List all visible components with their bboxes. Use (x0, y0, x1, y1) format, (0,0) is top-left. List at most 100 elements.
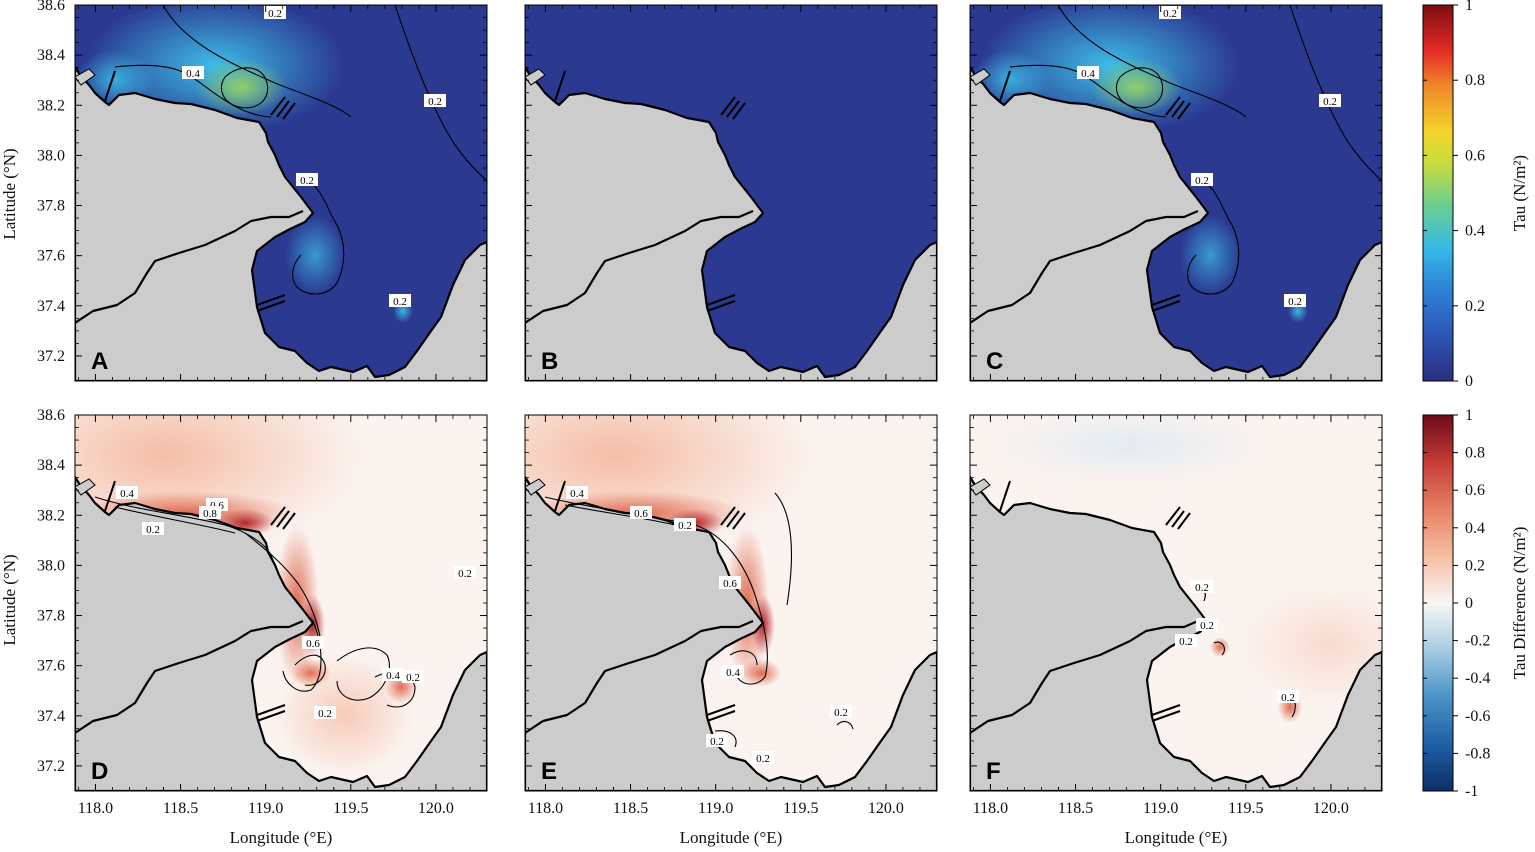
svg-text:0.4: 0.4 (1081, 68, 1095, 80)
x-tick-label: 120.0 (1313, 800, 1349, 817)
contour-label: 0.4 (566, 486, 588, 500)
y-tick-label: 38.0 (37, 557, 65, 574)
y-tick-label: 38.2 (37, 507, 65, 524)
contour-line (162, 5, 352, 118)
jetty-line (1151, 294, 1181, 306)
svg-text:0.2: 0.2 (1195, 582, 1209, 594)
contour-label: 0.2 (264, 6, 286, 20)
map-panel-a: 0.2 0.4 0.2 0.2 0.2 37.2 37.4 37.6 37.8 38.0 38.2 3… (37, 0, 488, 382)
northwest-land-block (525, 68, 546, 86)
contour-line (94, 496, 322, 692)
land-mask (525, 477, 937, 791)
map-panel-e: 0.4 0.6 0.2 0.6 0.4 0.2 0.2 0.2 118.0 118.5 119.0 1… (524, 414, 938, 817)
x-tick-label: 118.0 (528, 800, 563, 817)
contour-label: 0.6 (719, 576, 741, 590)
jetty-line (270, 96, 286, 116)
contour-line (1116, 67, 1164, 109)
contour-line (292, 179, 345, 295)
contour-label: 0.2 (1284, 294, 1306, 308)
northwest-land-block (970, 68, 991, 86)
land-mask (970, 67, 1382, 381)
svg-text:0.6: 0.6 (634, 508, 648, 520)
contour-label: 0.2 (1191, 580, 1213, 594)
contour-line (729, 650, 758, 666)
y-axis-label-top: Latitude (°N) (0, 148, 19, 239)
contour-label: 0.4 (382, 668, 404, 682)
svg-text:0.2: 0.2 (710, 736, 724, 748)
land-mask (525, 67, 937, 381)
bay-stress-zone (1180, 215, 1240, 295)
colorbar-tick-label: 0.6 (1465, 147, 1485, 164)
contour-line (1187, 179, 1240, 295)
contour-line (1213, 641, 1225, 656)
colorbar-tick-label: 0 (1465, 595, 1473, 612)
svg-text:0.2: 0.2 (834, 707, 848, 719)
contour-line (1057, 5, 1247, 118)
northwest-land-block (525, 478, 546, 496)
contour-label: 0.2 (454, 566, 476, 580)
jetty-line (726, 100, 740, 118)
negative-diff-zone (990, 415, 1270, 485)
contour-label: 0.2 (1159, 6, 1181, 20)
svg-text:0.2: 0.2 (1281, 692, 1295, 704)
x-tick-label: 119.0 (698, 800, 733, 817)
contour-label: 0.2 (402, 670, 424, 684)
jetty-line (554, 480, 566, 512)
peak-stress-zone (1090, 59, 1182, 115)
svg-text:0.2: 0.2 (268, 8, 282, 20)
jetty-line (706, 704, 736, 716)
contour-label: 0.6 (302, 636, 324, 650)
colorbar-tick-label: 1 (1465, 407, 1473, 424)
sea-field (525, 5, 937, 377)
northwest-land-block (970, 478, 991, 496)
contour-label: 0.8 (199, 506, 221, 520)
contour-line (294, 654, 326, 686)
jetty-line (104, 70, 116, 102)
jetty-line (1151, 704, 1181, 716)
contour-line (836, 720, 854, 730)
contour-label: 0.2 (142, 522, 164, 536)
panel-letter: A (91, 348, 108, 375)
contour-line (221, 67, 269, 109)
x-axis-label-b: Longitude (°E) (680, 828, 783, 847)
jetty-line (282, 102, 296, 120)
svg-text:0.6: 0.6 (723, 578, 737, 590)
svg-text:0.2: 0.2 (1200, 620, 1214, 632)
colorbar-tick-label: 0.4 (1465, 223, 1485, 240)
colorbar-fill (1422, 414, 1454, 792)
coastline (75, 475, 487, 791)
contour-line (244, 532, 322, 642)
x-tick-label: 119.5 (1228, 800, 1263, 817)
y-tick-label: 37.4 (37, 298, 65, 315)
map-panel-c: 0.2 0.4 0.2 0.2 0.2 C (969, 4, 1383, 382)
river-line (75, 619, 304, 734)
jetty-line (1165, 96, 1181, 116)
positive-diff-east (1240, 585, 1382, 705)
river-line (525, 209, 754, 324)
jetty-line (1151, 710, 1181, 722)
land-mask (75, 67, 487, 381)
northwest-land-block (75, 68, 96, 86)
map-panel-b: B (524, 4, 938, 382)
svg-text:0.2: 0.2 (756, 753, 770, 765)
y-tick-label: 38.4 (37, 47, 65, 64)
jetty-line (256, 300, 286, 312)
panel-letter: E (541, 758, 557, 785)
contour-label: 0.2 (424, 94, 446, 108)
x-tick-label: 120.0 (418, 800, 454, 817)
jetty-line (104, 480, 116, 512)
x-axis-label-c: Longitude (°E) (1125, 828, 1228, 847)
jetty-line (256, 294, 286, 306)
x-tick-label: 118.5 (613, 800, 648, 817)
jetty-line (256, 710, 286, 722)
svg-text:0.2: 0.2 (318, 708, 332, 720)
coastline (525, 65, 937, 381)
y-tick-label: 37.8 (37, 608, 65, 625)
contour-label: 0.2 (706, 734, 728, 748)
x-tick-label: 119.0 (248, 800, 283, 817)
contour-label: 0.2 (1191, 173, 1213, 187)
colorbar-tick-label: -0.6 (1465, 708, 1490, 725)
x-tick-label: 120.0 (868, 800, 904, 817)
northwest-land-block (75, 478, 96, 496)
map-panel-d: 0.40.60.80.20.20.60.20.40.2118.0118.5119… (37, 407, 488, 817)
